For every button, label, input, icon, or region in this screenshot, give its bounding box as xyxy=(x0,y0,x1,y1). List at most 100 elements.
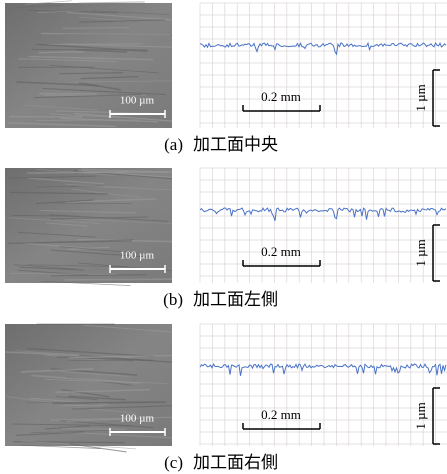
sem-streak xyxy=(5,396,59,404)
sem-streak xyxy=(41,32,171,36)
profile-line xyxy=(199,41,447,56)
sem-streak xyxy=(50,416,173,421)
sem-streak xyxy=(60,420,154,429)
profile-x-scale-label: 0.2 mm xyxy=(261,244,301,259)
sem-streak xyxy=(50,274,147,277)
sem-streak xyxy=(9,115,83,118)
sem-streak xyxy=(9,175,97,179)
sem-streak xyxy=(76,48,128,53)
sem-streak xyxy=(45,222,87,227)
sem-streak xyxy=(78,81,121,91)
sem-streak xyxy=(20,368,94,373)
caption-label: (c) xyxy=(164,453,183,472)
sem-streak xyxy=(72,405,173,410)
sem-streak xyxy=(79,185,173,191)
sem-streak xyxy=(62,27,130,29)
sem-streak xyxy=(18,58,118,63)
caption-label: (a) xyxy=(164,135,183,154)
sem-streak xyxy=(34,185,104,188)
sem-streak xyxy=(55,396,98,401)
profile-y-scale-label: 1 µm xyxy=(413,239,428,266)
sem-streak xyxy=(26,9,118,14)
sem-streak xyxy=(55,388,151,393)
sem-streak xyxy=(74,80,173,83)
sem-streak xyxy=(33,93,142,99)
sem-streak xyxy=(17,231,96,238)
sem-streak xyxy=(78,1,145,4)
sem-streak xyxy=(65,417,143,422)
caption-text: 加工面中央 xyxy=(193,135,278,154)
sem-streak xyxy=(64,278,173,281)
sem-streak xyxy=(50,216,148,220)
sem-streak xyxy=(24,242,87,249)
sem-streak xyxy=(68,395,127,401)
sem-streak xyxy=(30,430,109,433)
sem-streak xyxy=(49,64,160,74)
sem-streak xyxy=(40,280,131,286)
profile-plot xyxy=(200,3,447,128)
sem-streak xyxy=(26,401,155,404)
sem-streak xyxy=(28,55,153,61)
sem-streak xyxy=(11,214,79,217)
sem-image xyxy=(5,3,172,128)
sem-image xyxy=(5,324,172,446)
profile-line xyxy=(199,207,447,221)
sem-streak xyxy=(16,81,98,87)
caption-text: 加工面右側 xyxy=(193,453,278,472)
sem-streak xyxy=(19,266,85,271)
sem-streak xyxy=(66,11,173,21)
sem-streak xyxy=(9,273,118,275)
sem-streak xyxy=(80,75,138,80)
sem-streak xyxy=(66,9,170,15)
sem-streak xyxy=(59,72,124,75)
sem-streak xyxy=(79,354,173,363)
sem-streak xyxy=(60,371,129,377)
sem-streak xyxy=(52,401,166,405)
profile-x-scale-label: 0.2 mm xyxy=(261,407,301,422)
sem-streak xyxy=(12,423,133,427)
sem-streak xyxy=(20,444,101,449)
sem-streak xyxy=(68,359,134,362)
sem-streak xyxy=(13,264,76,270)
sem-streak xyxy=(66,218,173,224)
sem-streak xyxy=(61,388,111,398)
sem-scale-label: 100 µm xyxy=(120,413,155,425)
sem-streak xyxy=(42,87,166,96)
sem-streak xyxy=(50,249,149,258)
sem-scale-label: 100 µm xyxy=(120,95,155,107)
sem-streak xyxy=(36,199,94,205)
sem-streak xyxy=(6,122,116,128)
sem-streak xyxy=(36,43,148,52)
sem-streak xyxy=(47,43,143,46)
sem-streak xyxy=(39,209,137,214)
sem-streak xyxy=(10,191,108,195)
sem-streak xyxy=(24,104,99,111)
sem-streak xyxy=(44,425,90,430)
sem-streak xyxy=(15,431,85,436)
sem-streak xyxy=(81,168,173,174)
sem-streak xyxy=(68,246,110,251)
profile-plot xyxy=(200,324,447,446)
profile-line xyxy=(199,362,447,376)
sem-streak xyxy=(73,112,173,122)
sem-streak xyxy=(24,0,72,5)
sem-scale-label: 100 µm xyxy=(120,250,155,262)
sem-streak xyxy=(65,198,157,203)
sem-streak xyxy=(15,5,64,8)
sem-streak xyxy=(27,177,105,185)
sem-streak xyxy=(79,19,165,23)
sem-streak xyxy=(38,50,84,54)
sem-streak xyxy=(31,374,141,384)
profile-x-scale-label: 0.2 mm xyxy=(261,89,301,104)
sem-streak xyxy=(83,324,173,333)
sem-streak xyxy=(59,246,152,255)
sem-streak xyxy=(26,347,155,358)
sem-streak xyxy=(68,354,173,359)
sem-streak xyxy=(27,171,127,174)
profile-y-scale-label: 1 µm xyxy=(413,402,428,429)
sem-streak xyxy=(7,240,133,245)
sem-streak xyxy=(69,443,127,453)
caption-text: 加工面左側 xyxy=(193,290,278,309)
sem-streak xyxy=(36,119,141,121)
